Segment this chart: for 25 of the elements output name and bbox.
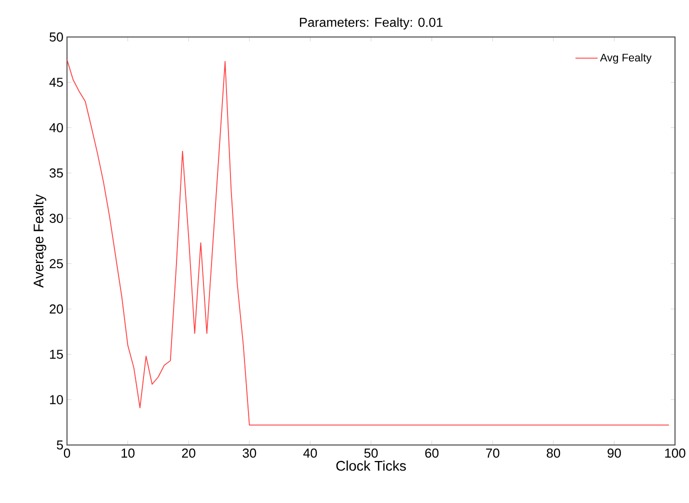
y-tick-label: 30 — [50, 214, 63, 223]
chart-title: Parameters: Fealty: 0.01 — [300, 17, 442, 30]
x-tick-label: 100 — [665, 448, 686, 458]
x-tick-label: 0 — [64, 448, 70, 458]
y-tick-label: 20 — [50, 304, 63, 314]
y-tick-label: 35 — [50, 168, 63, 178]
y-tick-label: 50 — [50, 32, 63, 42]
legend-label: Avg Fealty — [600, 53, 652, 64]
x-tick-label: 90 — [608, 448, 621, 458]
x-tick-label: 40 — [303, 448, 317, 458]
y-tick-label: 15 — [50, 350, 63, 359]
x-tick-label: 50 — [364, 448, 378, 458]
y-tick-label: 5 — [56, 440, 63, 450]
x-tick-label: 70 — [486, 448, 500, 458]
y-tick-label: 40 — [49, 123, 63, 132]
x-tick-label: 30 — [242, 448, 256, 458]
x-tick-label: 60 — [425, 448, 439, 458]
y-tick-label: 10 — [50, 395, 63, 404]
y-axis-title: Average Fealty — [33, 194, 46, 288]
x-axis-title: Clock Ticks — [336, 460, 406, 471]
x-tick-label: 10 — [122, 448, 135, 458]
y-tick-label: 45 — [49, 78, 63, 87]
x-tick-label: 80 — [546, 448, 560, 458]
x-tick-label: 20 — [182, 448, 196, 458]
y-tick-label: 25 — [50, 259, 63, 268]
